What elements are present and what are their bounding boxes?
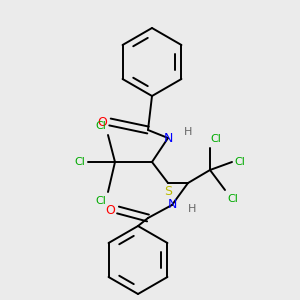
Text: Cl: Cl xyxy=(95,196,106,206)
Text: S: S xyxy=(164,185,172,198)
Text: Cl: Cl xyxy=(234,157,245,167)
Text: H: H xyxy=(188,204,196,214)
Text: Cl: Cl xyxy=(227,194,238,204)
Text: H: H xyxy=(184,127,192,137)
Text: N: N xyxy=(163,131,173,145)
Text: N: N xyxy=(167,199,177,212)
Text: O: O xyxy=(105,203,115,217)
Text: O: O xyxy=(97,116,107,128)
Text: Cl: Cl xyxy=(74,157,85,167)
Text: Cl: Cl xyxy=(95,121,106,131)
Text: Cl: Cl xyxy=(210,134,221,144)
